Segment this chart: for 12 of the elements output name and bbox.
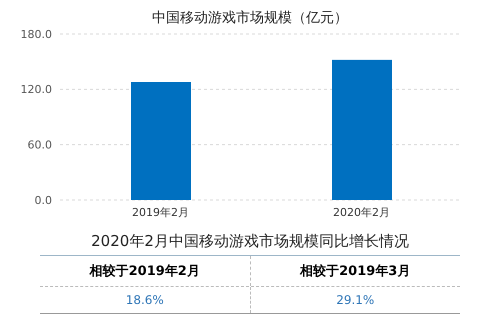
- y-tick-label: 120.0: [20, 83, 52, 96]
- category-label: 相较于2019年2月: [88, 263, 201, 281]
- text: 2020年2月中国移动游戏市场规模同比增长情况: [40, 232, 460, 256]
- text: 29.1%: [336, 293, 374, 307]
- category-label: 相较于2019年3月: [250, 256, 460, 286]
- x-tick-label: 2019年2月: [132, 206, 189, 219]
- text: 18.6%: [126, 293, 164, 307]
- chart-title: 中国移动游戏市场规模（亿元）: [151, 9, 349, 28]
- x-tick-label: 2020年2月: [333, 206, 390, 219]
- y-tick-label: 0.0: [34, 194, 52, 207]
- y-tick-label: 180.0: [20, 28, 52, 41]
- y-tick-label: 60.0: [28, 138, 52, 152]
